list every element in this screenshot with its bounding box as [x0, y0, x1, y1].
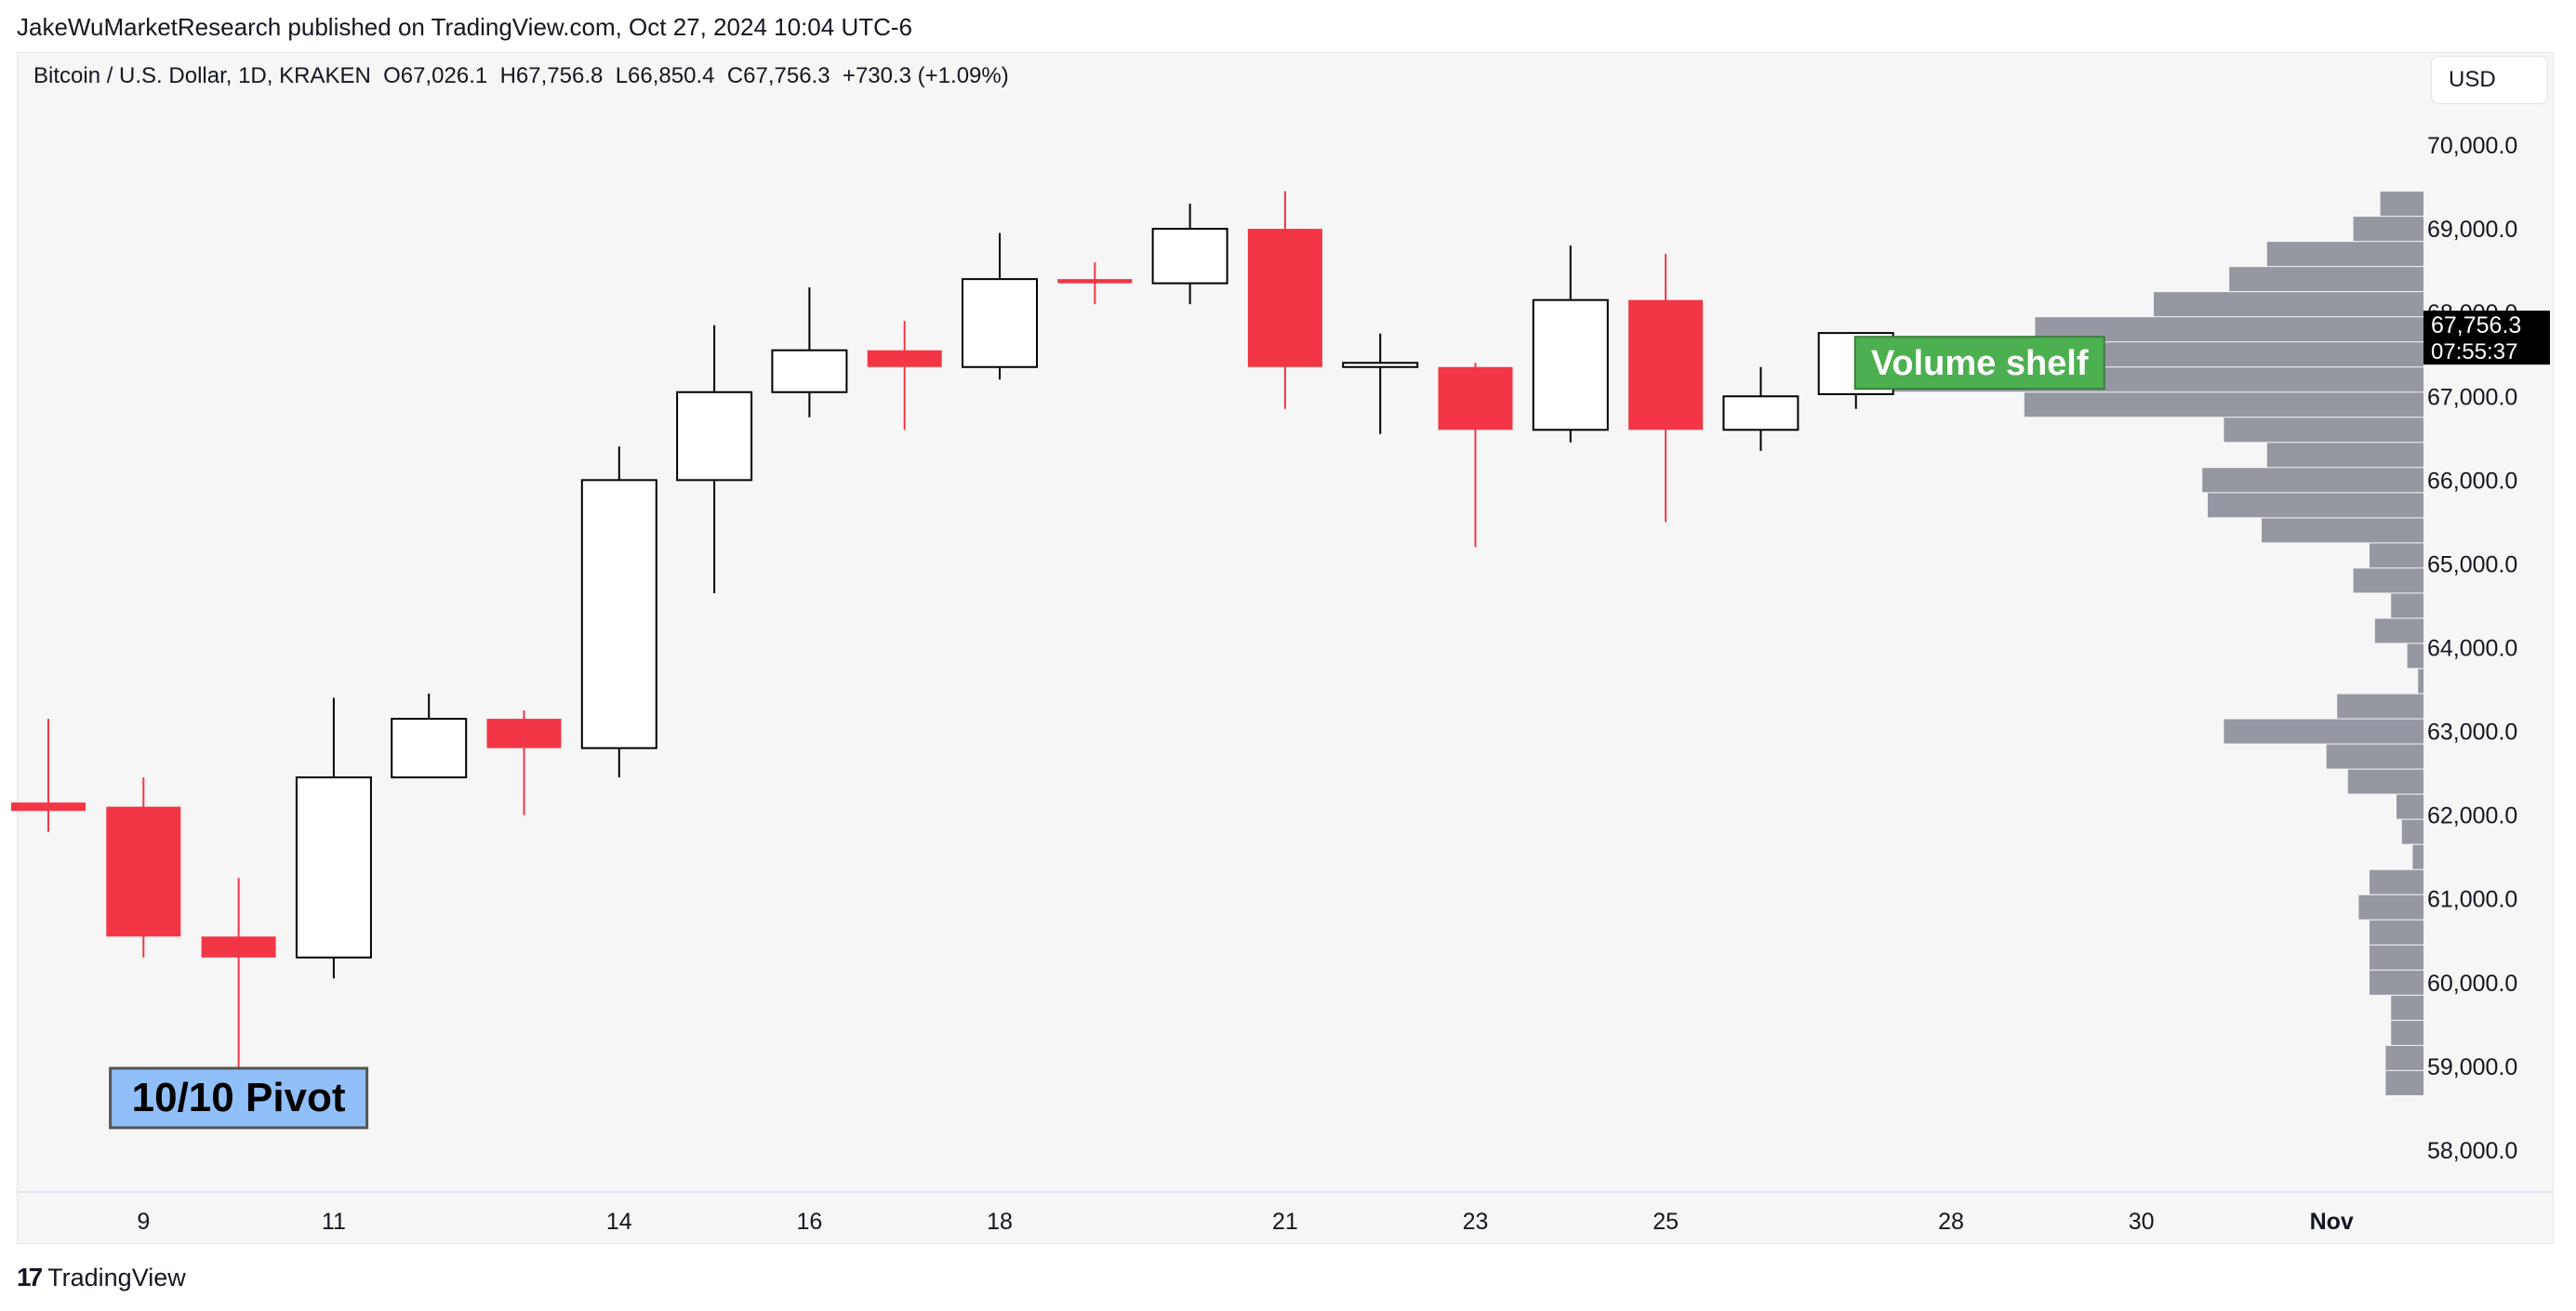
volume-profile-bar [2224, 417, 2423, 443]
x-tick-label: 11 [322, 1209, 346, 1235]
candle-body-up [1722, 395, 1799, 431]
volume-profile-bar [2380, 192, 2423, 217]
y-tick-label: 60,000.0 [2427, 971, 2517, 997]
y-tick-label: 67,000.0 [2427, 384, 2517, 410]
candle-body-down [11, 802, 86, 812]
countdown-timer: 07:55:37 [2431, 339, 2517, 364]
volume-profile-bar [2370, 869, 2423, 894]
volume-shelf-annotation-box [1853, 336, 2105, 391]
candle-body-up [1532, 298, 1609, 431]
y-tick-label: 63,000.0 [2427, 720, 2517, 746]
publisher-header: JakeWuMarketResearch published on Tradin… [17, 13, 912, 41]
legend-high: H67,756.8 [499, 63, 604, 88]
candle-body-up [391, 718, 468, 779]
candle-body-up [771, 349, 848, 393]
y-tick-label: 58,000.0 [2427, 1138, 2517, 1164]
candle-body-up [676, 391, 753, 482]
x-tick-label: 16 [796, 1209, 822, 1235]
volume-profile-bar [2370, 543, 2423, 568]
volume-profile-bar [2407, 643, 2423, 669]
volume-profile-bar [2370, 945, 2423, 970]
legend-open: O67,026.1 [383, 63, 488, 88]
x-tick-label: 21 [1272, 1209, 1298, 1235]
candle-body-down [1247, 229, 1322, 367]
volume-profile-bar [2385, 1045, 2423, 1070]
tradingview-logo-icon: 17 [17, 1263, 43, 1291]
volume-profile-bar [2229, 267, 2423, 292]
x-tick-label: 14 [606, 1209, 632, 1235]
volume-profile-bar [2353, 217, 2423, 242]
volume-profile-bar [2353, 568, 2423, 593]
x-tick-label: 28 [1938, 1209, 1964, 1235]
last-price-value: 67,756.3 [2431, 312, 2521, 338]
last-price-label-bg [2423, 311, 2550, 365]
volume-profile-bar [2266, 242, 2423, 267]
pivot-annotation-box [109, 1066, 369, 1130]
x-tick-label: 9 [137, 1209, 150, 1235]
candle-body-down [1438, 366, 1513, 430]
volume-profile-bar [2370, 920, 2423, 945]
x-tick-label: 23 [1463, 1209, 1489, 1235]
candle-body-down [486, 719, 562, 748]
y-tick-label: 69,000.0 [2427, 217, 2517, 243]
currency-button[interactable]: USD [2431, 56, 2548, 104]
legend-close: C67,756.3 [726, 63, 830, 88]
volume-profile-bar [2202, 468, 2423, 493]
volume-profile-bar [2337, 694, 2423, 719]
legend-symbol: Bitcoin / U.S. Dollar, 1D, KRAKEN [33, 63, 371, 88]
volume-profile-bar [2374, 618, 2423, 643]
volume-profile-bar [2347, 769, 2423, 794]
candle-body-down [867, 350, 942, 367]
candle-body-up [580, 479, 657, 749]
volume-profile-bar [2412, 844, 2423, 869]
candle-body-up [1342, 362, 1419, 368]
volume-profile-bar [2154, 292, 2423, 317]
legend-low: L66,850.4 [615, 63, 715, 88]
volume-profile-bar [2370, 970, 2423, 995]
volume-profile-bar [2266, 443, 2423, 468]
candle-body-down [1628, 299, 1704, 430]
volume-profile-bar [2262, 518, 2423, 543]
y-tick-label: 64,000.0 [2427, 635, 2517, 661]
volume-profile-bar [2391, 593, 2423, 618]
volume-profile-bar [2208, 493, 2423, 518]
x-tick-label: 18 [987, 1209, 1013, 1235]
candle-body-down [201, 936, 276, 958]
candle-body-down [106, 806, 181, 937]
volume-profile-bar [2397, 794, 2423, 819]
y-tick-label: 59,000.0 [2427, 1054, 2517, 1080]
volume-shelf-annotation-text: Volume shelf [1871, 344, 2089, 383]
volume-profile-bar [2418, 669, 2423, 694]
x-tick-label: 25 [1653, 1209, 1679, 1235]
y-tick-label: 62,000.0 [2427, 803, 2517, 829]
y-tick-label: 61,000.0 [2427, 887, 2517, 913]
volume-profile-bar [2391, 1020, 2423, 1045]
pivot-annotation-text: 10/10 Pivot [132, 1075, 346, 1120]
candle-body-up [295, 776, 372, 959]
x-tick-label: Nov [2310, 1209, 2354, 1235]
volume-profile-bar [2385, 1070, 2423, 1095]
volume-profile-bar [2358, 894, 2423, 920]
y-tick-label: 70,000.0 [2427, 133, 2517, 159]
candle-body-up [1151, 228, 1228, 285]
candle-body-up [962, 278, 1038, 368]
x-tick-label: 30 [2129, 1209, 2155, 1235]
volume-profile-bar [2326, 744, 2423, 769]
chart-legend: Bitcoin / U.S. Dollar, 1D, KRAKEN O67,02… [33, 63, 1009, 89]
candle-body-down [1057, 279, 1133, 284]
legend-change: +730.3 (+1.09%) [842, 63, 1009, 88]
volume-profile-bar [2391, 995, 2423, 1020]
y-tick-label: 66,000.0 [2427, 468, 2517, 494]
volume-profile-bar [2024, 392, 2423, 417]
tradingview-logo-text: TradingView [47, 1263, 186, 1291]
volume-profile-bar [2224, 719, 2423, 744]
tradingview-logo[interactable]: 17 TradingView [17, 1263, 186, 1292]
volume-profile-bar [2401, 819, 2423, 844]
y-tick-label: 65,000.0 [2427, 551, 2517, 577]
